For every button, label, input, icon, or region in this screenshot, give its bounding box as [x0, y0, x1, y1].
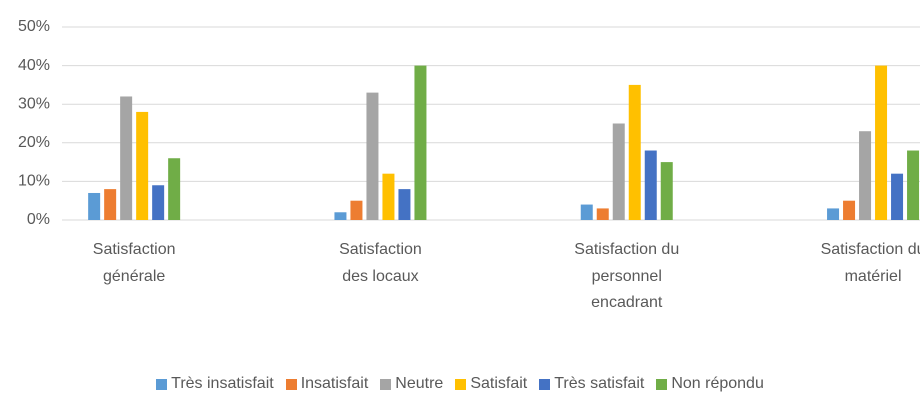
bar	[596, 208, 609, 220]
legend-label: Neutre	[395, 375, 444, 392]
bar	[168, 158, 181, 220]
bar	[843, 200, 856, 220]
bar	[366, 92, 379, 220]
y-tick-label: 0%	[27, 211, 50, 228]
bar	[644, 150, 657, 220]
bar	[628, 84, 641, 221]
legend-label: Satisfait	[470, 375, 528, 392]
x-tick-label: Satisfaction du personnel encadrant	[574, 241, 680, 311]
bar	[414, 65, 427, 220]
bar	[120, 96, 133, 220]
x-tick-label: Satisfaction générale	[92, 241, 176, 285]
bar	[580, 204, 593, 220]
legend-item: Satisfait	[455, 375, 527, 393]
legend-swatch	[380, 378, 392, 390]
bar	[104, 189, 117, 220]
legend-label: Très insatisfait	[171, 375, 274, 392]
legend-swatch	[656, 378, 668, 390]
bar	[907, 150, 920, 220]
legend-item: Neutre	[380, 375, 443, 393]
bar	[859, 131, 872, 220]
legend-label: Non répondu	[671, 375, 764, 392]
bar	[875, 65, 888, 220]
y-tick-label: 20%	[18, 134, 50, 151]
legend-swatch	[285, 378, 297, 390]
y-tick-label: 10%	[18, 173, 50, 190]
legend-label: Très satisfait	[554, 375, 645, 392]
bar	[612, 123, 625, 220]
bar	[350, 200, 363, 220]
legend-item: Très satisfait	[539, 375, 644, 393]
bar	[88, 192, 101, 220]
y-tick-label: 50%	[18, 18, 50, 35]
bar	[152, 185, 165, 220]
legend-swatch	[539, 378, 551, 390]
legend-item: Non répondu	[656, 375, 764, 393]
legend-swatch	[156, 378, 168, 390]
bar	[398, 189, 411, 220]
legend-swatch	[455, 378, 467, 390]
y-tick-label: 30%	[18, 95, 50, 112]
legend-label: Insatisfait	[300, 375, 369, 392]
bar	[382, 173, 395, 220]
bar	[660, 162, 673, 220]
bar	[827, 208, 840, 220]
legend: Très insatisfait Insatisfait Neutre Satisfa…	[0, 375, 920, 393]
bar	[136, 111, 149, 220]
y-tick-label: 40%	[18, 57, 50, 74]
legend-item: Insatisfait	[285, 375, 369, 393]
x-tick-label: Satisfaction du matériel	[820, 241, 920, 285]
bar	[891, 173, 904, 220]
x-tick-label: Satisfaction des locaux	[339, 241, 422, 285]
bar	[334, 212, 347, 220]
legend-item: Très insatisfait	[156, 375, 274, 393]
